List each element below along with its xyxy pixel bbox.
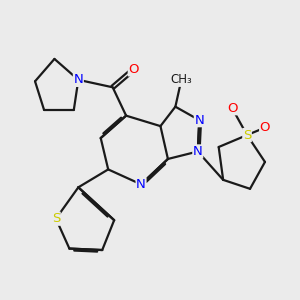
Text: N: N [74, 73, 83, 86]
Text: N: N [193, 145, 203, 158]
Text: O: O [260, 121, 270, 134]
Text: CH₃: CH₃ [170, 73, 192, 86]
Text: S: S [243, 129, 251, 142]
Text: S: S [52, 212, 60, 225]
Text: O: O [128, 63, 139, 76]
Text: O: O [227, 102, 237, 115]
Text: N: N [194, 114, 204, 127]
Text: N: N [136, 178, 146, 191]
